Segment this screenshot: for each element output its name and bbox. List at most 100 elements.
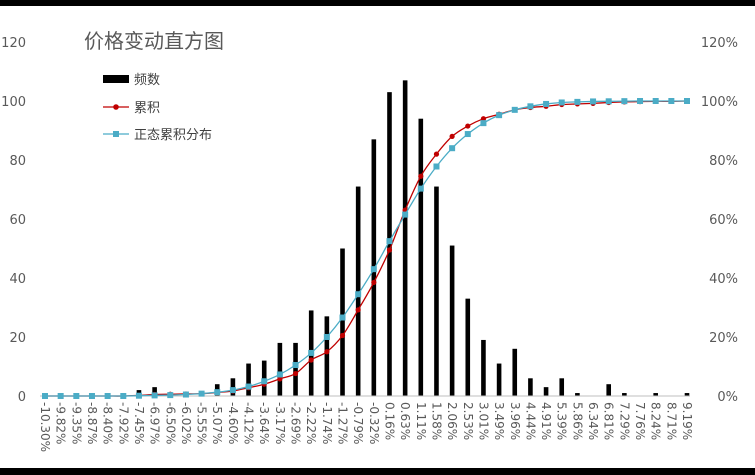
cumulative-point	[292, 370, 299, 377]
x-axis-tick-label: 2.53%	[461, 402, 475, 440]
normal-cumulative-point	[182, 391, 189, 398]
normal-cumulative-point	[464, 131, 471, 138]
normal-cumulative-point	[355, 291, 362, 298]
cumulative-point	[386, 247, 393, 253]
cumulative-point	[324, 349, 330, 355]
normal-cumulative-point	[386, 238, 393, 245]
normal-cumulative-point	[590, 98, 597, 105]
normal-cumulative-point	[668, 98, 675, 104]
x-axis-tick-label: -1.74%	[320, 402, 334, 444]
normal-cumulative-point	[167, 392, 174, 399]
x-axis-tick-label: 8.71%	[664, 402, 678, 440]
normal-cumulative-point	[496, 112, 503, 119]
normal-cumulative-point	[261, 378, 268, 385]
frequency-bar	[465, 298, 471, 396]
x-axis-tick-label: 3.49%	[492, 402, 506, 440]
normal-cumulative-point	[402, 211, 409, 218]
x-axis-tick-label: 7.76%	[633, 402, 647, 440]
x-axis-tick-label: -9.82%	[54, 402, 68, 444]
cumulative-point	[449, 133, 455, 139]
normal-cumulative-point	[433, 163, 440, 170]
normal-cumulative-point	[543, 100, 550, 107]
x-axis-tick-label: -4.12%	[242, 402, 256, 444]
cumulative-lines	[42, 98, 690, 399]
frequency-bar	[575, 393, 580, 396]
chart-title: 价格变动直方图	[84, 29, 224, 53]
frequency-bar	[277, 342, 283, 396]
normal-cumulative-point	[198, 390, 205, 397]
x-axis-tick-label: -0.32%	[367, 402, 381, 444]
normal-cumulative-point	[574, 98, 581, 105]
right-axis-tick-label: 40%	[709, 272, 738, 287]
frequency-bar	[606, 384, 612, 396]
frequency-bar	[481, 339, 486, 396]
frequency-bar	[434, 186, 439, 396]
x-axis-tick-label: 5.86%	[570, 402, 584, 440]
normal-cumulative-point	[57, 393, 64, 399]
x-axis-tick-label: 3.96%	[508, 402, 522, 440]
normal-cumulative-point	[308, 349, 315, 356]
left-axis-tick-label: 0	[18, 390, 26, 405]
left-axis-ticks: 0 20 40 60 80 100 120	[1, 36, 26, 405]
frequency-bar	[528, 378, 533, 396]
frequency-bar	[512, 348, 518, 396]
x-axis-tick-label: -6.97%	[148, 402, 162, 444]
cumulative-point	[277, 376, 283, 382]
frequency-bar	[340, 248, 345, 396]
frequency-bar	[324, 316, 330, 396]
x-axis-ticks: -10.30% -9.82% -9.35% -8.87% -8.40% -7.92% -7.…	[38, 402, 694, 452]
x-axis-tick-label: 8.24%	[649, 402, 663, 440]
x-axis-tick-label: -9.35%	[69, 402, 83, 444]
cumulative-point	[308, 357, 314, 363]
legend-label-frequency: 频数	[134, 73, 160, 88]
x-axis-tick-label: 4.91%	[539, 402, 553, 440]
normal-cumulative-point	[42, 393, 48, 399]
legend-label-cumulative: 累积	[134, 101, 160, 116]
frequency-bar	[653, 393, 658, 396]
legend-label-normal: 正态累积分布	[134, 128, 212, 143]
x-axis-tick-label: 6.81%	[602, 402, 616, 440]
x-axis-tick-label: -6.50%	[163, 402, 177, 444]
x-axis-tick-label: 2.06%	[445, 402, 459, 440]
frequency-bar	[684, 393, 690, 396]
x-axis-tick-label: -5.07%	[210, 402, 224, 444]
cumulative-point	[355, 307, 361, 313]
frequency-bar	[559, 378, 565, 396]
normal-cumulative-point	[339, 314, 346, 321]
right-axis-tick-label: 100%	[701, 95, 738, 110]
frequency-bar	[402, 80, 408, 396]
right-axis-tick-label: 0%	[717, 390, 738, 405]
x-axis-tick-label: -7.45%	[132, 402, 146, 444]
x-axis-tick-label: 6.34%	[586, 402, 600, 440]
right-axis-tick-label: 20%	[709, 331, 738, 346]
frequency-bar	[496, 363, 502, 396]
left-axis-tick-label: 120	[1, 36, 26, 51]
x-axis-tick-label: -7.92%	[116, 402, 130, 444]
x-axis-tick-label: -4.60%	[226, 402, 240, 444]
x-axis-tick-label: -3.64%	[257, 402, 271, 444]
normal-cumulative-point	[558, 99, 565, 106]
frequency-bar	[543, 387, 549, 396]
normal-cumulative-point	[73, 393, 80, 399]
normal-cumulative-point	[621, 98, 628, 105]
left-axis-tick-label: 100	[1, 95, 26, 110]
x-axis-tick-label: 0.16%	[382, 402, 396, 440]
normal-cumulative-point	[88, 393, 95, 399]
left-axis-tick-label: 20	[9, 331, 26, 346]
normal-cumulative-point	[480, 120, 487, 127]
x-axis-tick-label: -0.79%	[351, 402, 365, 444]
cumulative-point	[418, 173, 424, 179]
normal-cumulative-point	[684, 98, 690, 104]
x-axis-tick-label: -8.87%	[85, 402, 99, 444]
cumulative-point	[480, 116, 487, 122]
cumulative-point	[371, 279, 377, 286]
cumulative-point	[433, 151, 440, 157]
normal-cumulative-point	[214, 389, 221, 396]
legend: 频数 累积 正态累积分布	[103, 73, 212, 143]
normal-cumulative-point	[135, 392, 142, 399]
x-axis-tick-label: -6.02%	[179, 402, 193, 444]
legend-swatch-frequency	[103, 75, 129, 83]
x-axis-tick-label: -8.40%	[101, 402, 115, 444]
normal-cumulative-point	[637, 98, 644, 104]
